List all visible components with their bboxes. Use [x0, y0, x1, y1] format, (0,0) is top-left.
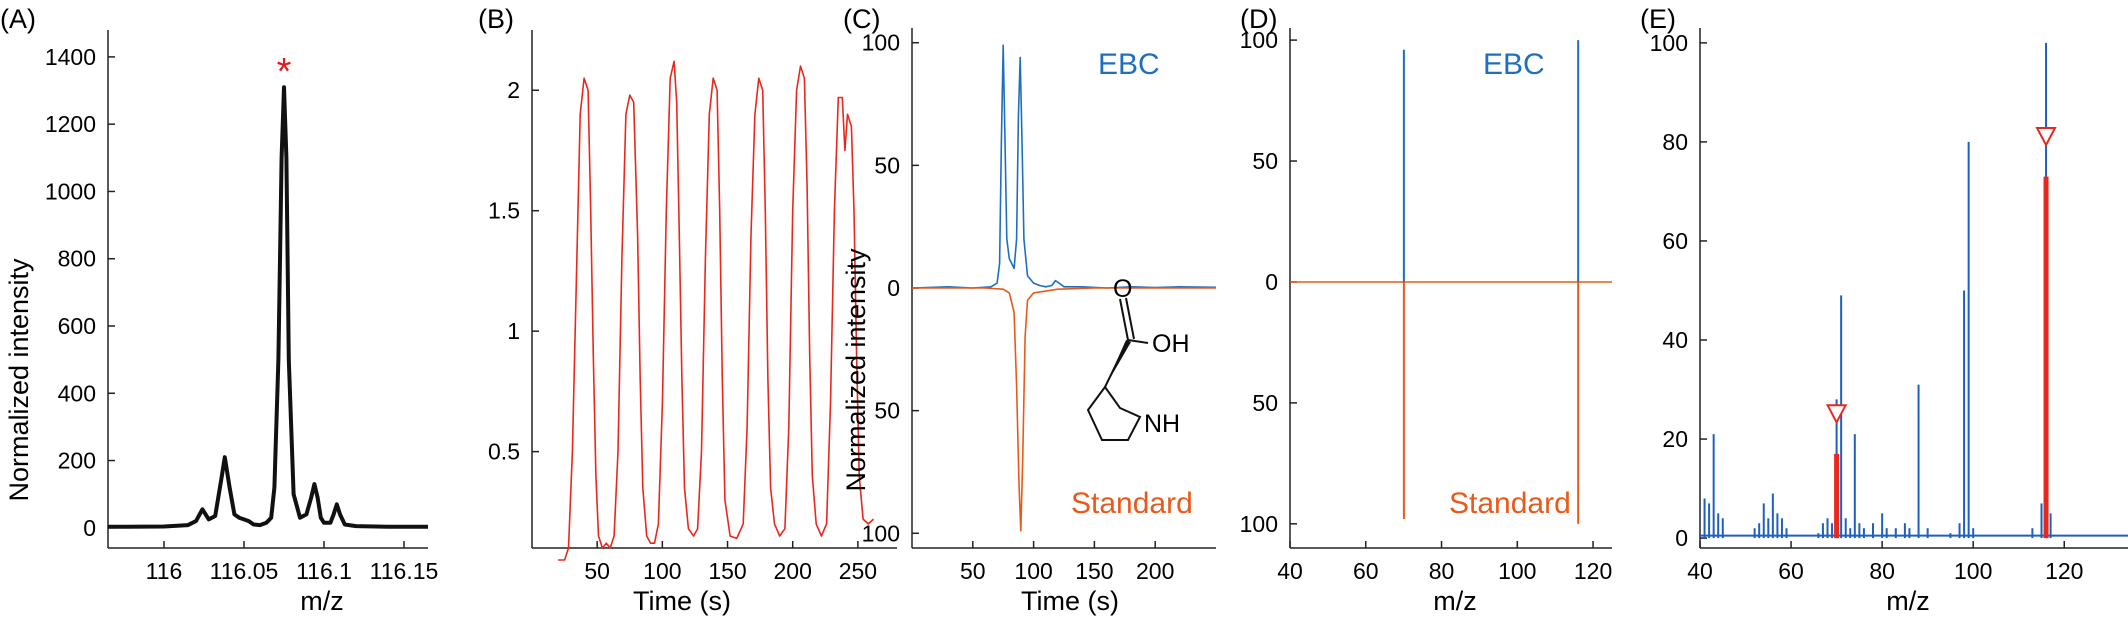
y-tick-label: 80	[1662, 129, 1688, 155]
x-tick-label: 150	[708, 558, 746, 584]
structure-ring	[1086, 385, 1142, 441]
panel-b-xlabel: Time (s)	[633, 586, 731, 616]
panel-d-standard-label: Standard	[1449, 487, 1571, 520]
panel-e-xlabel: m/z	[1886, 586, 1930, 616]
panel-e: (E) 40 60 80 100 120 0 20 40 60 80 100 m/z	[1640, 4, 2128, 616]
y-tick-label: 0	[1675, 525, 1688, 551]
series-line-standard	[912, 287, 1216, 532]
proline-structure	[1086, 297, 1149, 441]
y-tick-label: 600	[58, 313, 96, 339]
panel-b-plot: 50 100 150 200 250 0.5 1 1.5 2	[488, 30, 897, 584]
x-tick-label: 200	[774, 558, 812, 584]
structure-o: O	[1113, 275, 1132, 303]
y-tick-label: 1400	[45, 44, 96, 70]
y-tick-label: 100	[1650, 30, 1688, 56]
y-tick-label: 0	[83, 515, 96, 541]
x-tick-label: 40	[1277, 558, 1303, 584]
y-tick-label: 100	[1240, 27, 1278, 53]
y-tick-label: 2	[507, 77, 520, 103]
peak-marker: *	[277, 51, 292, 93]
x-tick-label: 116.15	[370, 558, 439, 584]
triangle-marker	[1825, 404, 1848, 425]
structure-wedge	[1105, 340, 1131, 387]
series-line-0	[558, 60, 875, 561]
panel-d: (D) 40 60 80 100 120 100 50 0 50 100 m/z EBC Stan…	[1240, 4, 1613, 616]
y-tick-label: 800	[58, 246, 96, 272]
y-tick-label: 1	[507, 318, 520, 344]
panel-b: (B) 50 100 150 200 250 0.5 1 1.5 2 Time (s)	[478, 4, 897, 616]
x-tick-label: 100	[643, 558, 681, 584]
y-tick-label: 1000	[45, 178, 96, 204]
y-tick-label: 1.5	[488, 198, 520, 224]
x-tick-label: 80	[1869, 558, 1895, 584]
x-tick-label: 200	[1136, 558, 1174, 584]
x-tick-label: 60	[1778, 558, 1804, 584]
x-tick-label: 116.05	[210, 558, 279, 584]
series-line-ebc	[911, 44, 1217, 289]
panel-d-ebc-label: EBC	[1483, 48, 1545, 81]
x-tick-label: 50	[960, 558, 986, 584]
y-tick-label: 40	[1662, 327, 1688, 353]
y-tick-label: 20	[1662, 426, 1688, 452]
y-tick-label: 50	[874, 398, 900, 424]
structure-bond	[1127, 339, 1149, 344]
y-tick-label: 400	[58, 380, 96, 406]
structure-bond	[1119, 298, 1129, 341]
y-tick-label: 0.5	[488, 439, 520, 465]
panel-c-plot: 50 100 150 200 100 50 0 50 100	[862, 28, 1217, 584]
panel-a-ylabel: Normalized intensity	[4, 258, 34, 502]
x-tick-label: 116.1	[296, 558, 352, 584]
x-tick-label: 60	[1353, 558, 1379, 584]
panel-c-xlabel: Time (s)	[1021, 586, 1119, 616]
panel-c: (C) 50 100 150 200 100 50 0 50 100 Time (s) Norm…	[841, 4, 1217, 616]
y-tick-label: 50	[1252, 390, 1278, 416]
x-tick-label: 150	[1075, 558, 1113, 584]
x-tick-label: 120	[1574, 558, 1612, 584]
panel-a-xlabel: m/z	[300, 586, 344, 616]
y-tick-label: 100	[1240, 511, 1278, 537]
panel-a-plot: 116 116.05 116.1 116.15 0 200 400 600 800 1000 120…	[45, 30, 438, 584]
x-tick-label: 50	[584, 558, 610, 584]
x-tick-label: 116	[146, 558, 183, 584]
series-line-0	[107, 85, 428, 529]
panel-d-xlabel: m/z	[1433, 586, 1477, 616]
panel-e-letter: (E)	[1640, 4, 1676, 34]
y-tick-label: 60	[1662, 228, 1688, 254]
y-tick-label: 200	[58, 448, 96, 474]
y-tick-label: 100	[862, 520, 900, 546]
panel-d-letter: (D)	[1240, 4, 1277, 34]
x-tick-label: 120	[2045, 558, 2083, 584]
panel-b-letter: (B)	[478, 4, 514, 34]
panel-c-standard-label: Standard	[1071, 487, 1193, 520]
structure-nh: NH	[1144, 410, 1180, 438]
y-tick-label: 0	[887, 275, 900, 301]
x-tick-label: 100	[1498, 558, 1536, 584]
x-tick-label: 100	[1954, 558, 1992, 584]
x-tick-label: 40	[1687, 558, 1713, 584]
panel-a: (A) 116 116.05 116.1 116.15 0 200 400 600 800 100…	[0, 4, 438, 616]
x-tick-label: 250	[839, 558, 877, 584]
panel-c-ebc-label: EBC	[1098, 48, 1160, 81]
x-tick-label: 80	[1429, 558, 1455, 584]
y-tick-label: 100	[862, 30, 900, 56]
y-tick-label: 1200	[45, 111, 96, 137]
panel-e-plot: 40 60 80 100 120 0 20 40 60 80 100	[1650, 28, 2128, 584]
x-tick-label: 100	[1014, 558, 1052, 584]
panel-c-ylabel: Normalized intensity	[841, 248, 871, 492]
y-tick-label: 50	[1252, 148, 1278, 174]
structure-oh: OH	[1152, 330, 1190, 358]
y-tick-label: 50	[874, 152, 900, 178]
panel-c-letter: (C)	[843, 4, 880, 34]
structure-bond	[1125, 297, 1135, 340]
triangle-marker	[2035, 126, 2057, 148]
y-tick-label: 0	[1265, 269, 1278, 295]
panel-a-letter: (A)	[0, 4, 36, 34]
panel-d-plot: 40 60 80 100 120 100 50 0 50 100	[1240, 27, 1613, 584]
